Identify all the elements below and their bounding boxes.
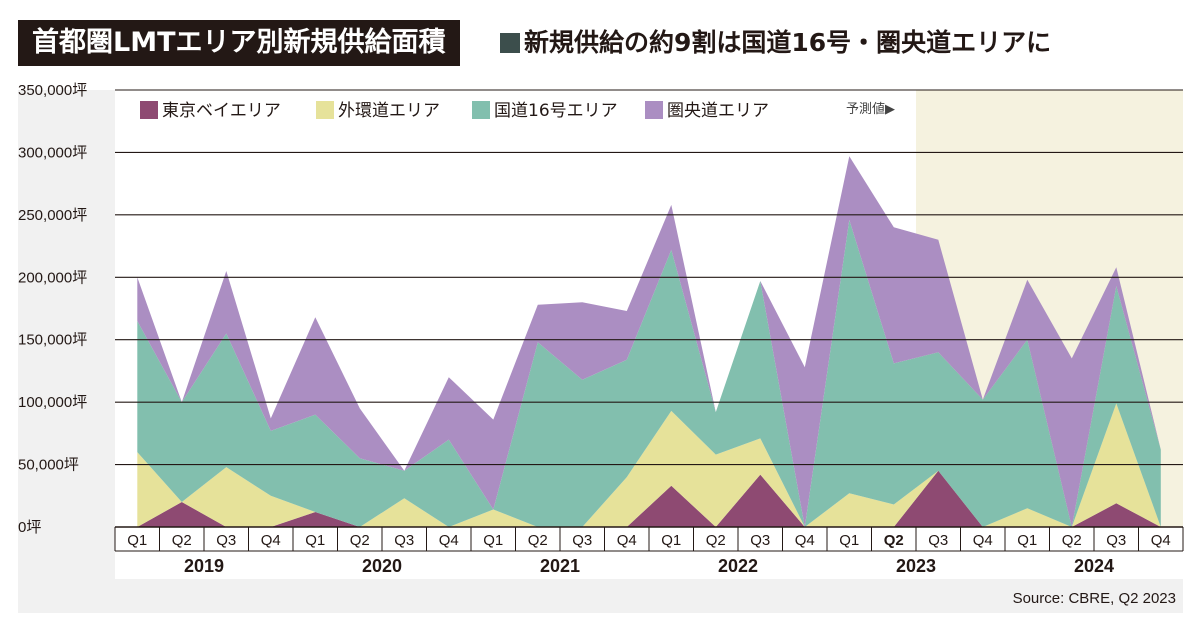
x-tick-label: Q3 bbox=[928, 532, 948, 549]
y-tick-label: 100,000坪 bbox=[18, 394, 87, 411]
subtitle-square-icon bbox=[500, 33, 520, 53]
area-series-3 bbox=[137, 219, 1161, 527]
x-tick-label: Q2 bbox=[884, 532, 904, 549]
x-tick-label: Q2 bbox=[1062, 532, 1082, 549]
subtitle-text: 新規供給の約9割は国道16号・圏央道エリアに bbox=[524, 28, 1052, 57]
legend-label: 東京ベイエリア bbox=[162, 101, 281, 121]
y-tick-label: 0坪 bbox=[18, 519, 41, 536]
x-year-label: 2023 bbox=[896, 556, 936, 576]
legend-swatch bbox=[645, 101, 663, 119]
y-tick-label: 300,000坪 bbox=[18, 144, 87, 161]
legend-swatch bbox=[316, 101, 334, 119]
x-tick-label: Q4 bbox=[1151, 532, 1171, 549]
x-tick-label: Q2 bbox=[528, 532, 548, 549]
x-tick-label: Q2 bbox=[350, 532, 370, 549]
x-tick-label: Q3 bbox=[572, 532, 592, 549]
area-series-1 bbox=[137, 470, 1161, 527]
forecast-label: 予測値▶ bbox=[846, 101, 895, 117]
chart-subtitle: 新規供給の約9割は国道16号・圏央道エリアに bbox=[500, 20, 1051, 66]
y-tick-label: 250,000坪 bbox=[18, 207, 87, 224]
x-tick-label: Q1 bbox=[839, 532, 859, 549]
x-axis-ticks: Q1 Q2 Q3 Q4 Q1 Q2 Q3 Q4 Q1 Q2 Q3 Q4 Q1 Q2 Q3 Q4 Q1 Q2 Q3 Q4… bbox=[114, 527, 1184, 576]
x-tick-label: Q1 bbox=[305, 532, 325, 549]
y-tick-label: 350,000坪 bbox=[18, 82, 87, 99]
x-year-label: 2019 bbox=[184, 556, 224, 576]
chart-title: 首都圏LMTエリア別新規供給面積 bbox=[18, 20, 460, 66]
x-tick-label: Q1 bbox=[483, 532, 503, 549]
area-series-2 bbox=[137, 403, 1161, 527]
x-tick-label: Q4 bbox=[795, 532, 815, 549]
x-tick-label: Q2 bbox=[706, 532, 726, 549]
x-year-label: 2020 bbox=[362, 556, 402, 576]
legend: 東京ベイエリア 外環道エリア 国道16号エリア 圏央道エリア bbox=[140, 101, 769, 121]
y-tick-label: 200,000坪 bbox=[18, 269, 87, 286]
x-tick-label: Q4 bbox=[439, 532, 459, 549]
legend-label: 圏央道エリア bbox=[667, 101, 769, 121]
legend-label: 国道16号エリア bbox=[494, 101, 618, 121]
x-tick-label: Q1 bbox=[1017, 532, 1037, 549]
x-tick-label: Q1 bbox=[127, 532, 147, 549]
x-tick-label: Q4 bbox=[973, 532, 993, 549]
x-tick-label: Q3 bbox=[216, 532, 236, 549]
legend-swatch bbox=[140, 101, 158, 119]
legend-swatch bbox=[472, 101, 490, 119]
x-tick-label: Q1 bbox=[661, 532, 681, 549]
x-tick-label: Q4 bbox=[261, 532, 281, 549]
area-series-4 bbox=[137, 156, 1161, 527]
x-tick-label: Q3 bbox=[394, 532, 414, 549]
y-tick-label: 50,000坪 bbox=[18, 457, 79, 474]
x-year-label: 2022 bbox=[718, 556, 758, 576]
x-tick-label: Q3 bbox=[750, 532, 770, 549]
x-tick-label: Q3 bbox=[1106, 532, 1126, 549]
source-note: Source: CBRE, Q2 2023 bbox=[1012, 590, 1176, 607]
x-year-label: 2021 bbox=[540, 556, 580, 576]
x-year-label: 2024 bbox=[1074, 556, 1114, 576]
y-axis-ticks: 0坪 50,000坪 100,000坪 150,000坪 200,000坪 250,000… bbox=[18, 82, 87, 536]
area-series-group bbox=[137, 156, 1161, 527]
x-tick-label: Q4 bbox=[617, 532, 637, 549]
y-tick-label: 150,000坪 bbox=[18, 332, 87, 349]
x-tick-label: Q2 bbox=[172, 532, 192, 549]
legend-label: 外環道エリア bbox=[338, 101, 440, 121]
